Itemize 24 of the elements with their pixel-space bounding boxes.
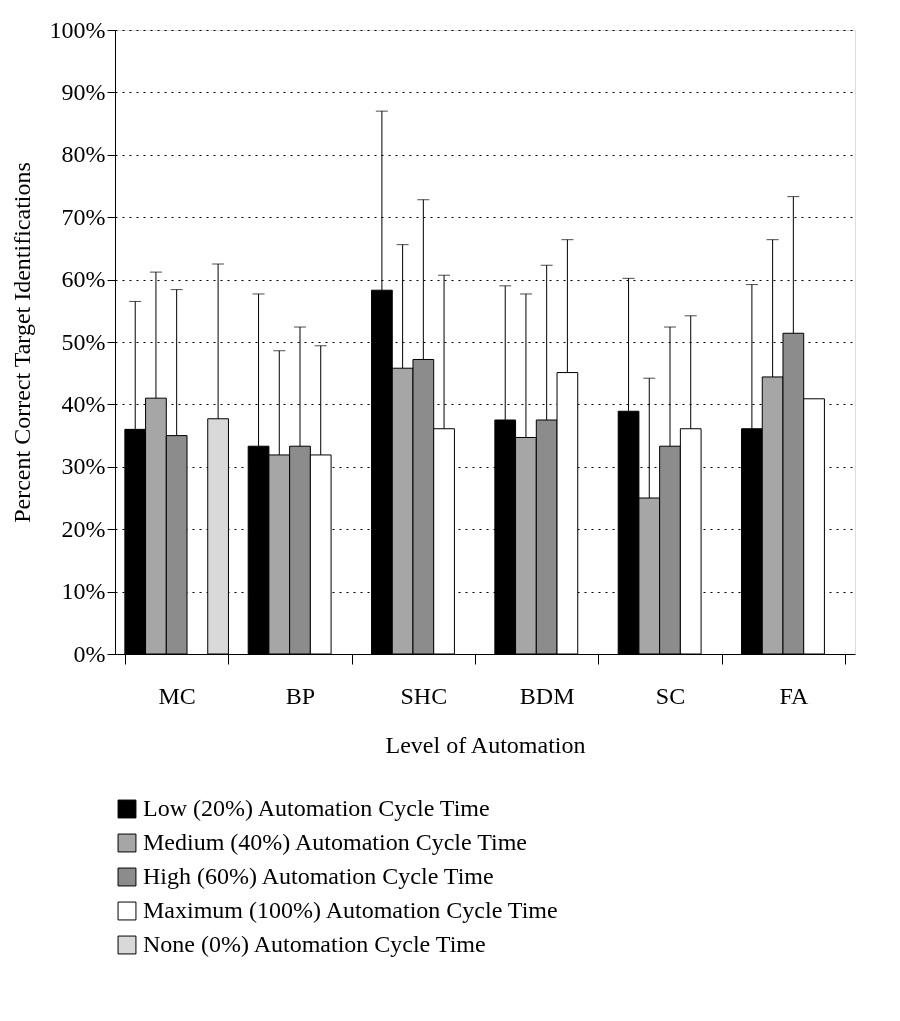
x-tick-label: BP	[285, 682, 316, 709]
legend-label: Maximum (100%) Automation Cycle Time	[143, 897, 558, 923]
y-tick-label: 50%	[61, 328, 106, 355]
legend-label: Low (20%) Automation Cycle Time	[143, 795, 490, 821]
y-tick-label: 70%	[61, 203, 106, 230]
y-tick-label: 60%	[61, 266, 106, 293]
y-tick-label: 100%	[49, 16, 106, 43]
x-tick-label: MC	[158, 682, 196, 709]
y-tick-label: 30%	[61, 453, 106, 480]
legend-label: Medium (40%) Automation Cycle Time	[143, 829, 527, 855]
y-tick-label: 20%	[61, 515, 106, 542]
x-axis-title: Level of Automation	[385, 731, 586, 758]
x-tick-label: FA	[779, 682, 809, 709]
x-tick-label: BDM	[519, 682, 575, 709]
y-tick-label: 80%	[61, 141, 106, 168]
y-tick-label: 10%	[61, 578, 106, 605]
legend-label: High (60%) Automation Cycle Time	[143, 863, 494, 889]
x-tick-label: SHC	[400, 682, 448, 709]
y-tick-label: 0%	[73, 640, 106, 667]
y-tick-label: 40%	[61, 390, 106, 417]
y-tick-label: 90%	[61, 78, 106, 105]
y-axis-title: Percent Correct Target Identifications	[8, 162, 35, 523]
x-tick-label: SC	[655, 682, 686, 709]
legend-label: None (0%) Automation Cycle Time	[143, 931, 486, 957]
